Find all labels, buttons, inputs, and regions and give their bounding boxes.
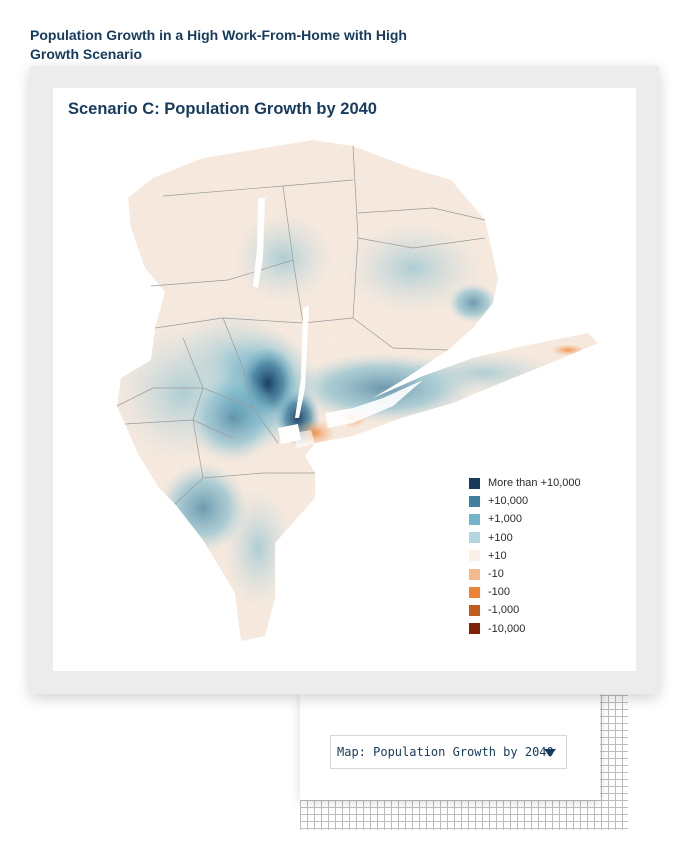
legend-label: -100: [488, 586, 511, 599]
legend-item: +1,000: [469, 510, 581, 528]
legend-swatch: [469, 623, 480, 635]
legend-label: -1,000: [488, 604, 520, 617]
legend-item: -1,000: [469, 601, 581, 619]
legend-item: +10: [469, 547, 581, 565]
legend-swatch: [469, 568, 480, 580]
legend-item: -10: [469, 565, 581, 583]
legend-swatch: [469, 532, 480, 544]
legend-swatch: [469, 477, 480, 489]
legend-label: +100: [488, 531, 513, 544]
legend-label: +1,000: [488, 513, 522, 526]
legend-swatch: [469, 550, 480, 562]
legend-label: More than +10,000: [488, 477, 581, 490]
page-heading: Population Growth in a High Work-From-Ho…: [30, 27, 407, 62]
legend-item: +100: [469, 529, 581, 547]
chevron-down-icon[interactable]: [544, 749, 556, 757]
legend-item: -100: [469, 583, 581, 601]
map-panel: Scenario C: Population Growth by 2040: [53, 88, 636, 671]
map-title: Scenario C: Population Growth by 2040: [68, 100, 377, 118]
map-selector-label: Map: Population Growth by 2040: [337, 745, 554, 759]
legend-swatch: [469, 586, 480, 598]
map-legend: More than +10,000 +10,000 +1,000 +100 +10 -10…: [469, 474, 581, 638]
county-boundaries: [116, 145, 486, 505]
legend-swatch: [469, 513, 480, 525]
map-graphic: [116, 140, 598, 641]
legend-label: +10,000: [488, 495, 529, 508]
map-frame: Scenario C: Population Growth by 2040: [30, 66, 659, 694]
legend-label: +10: [488, 549, 507, 562]
map-selector-dropdown[interactable]: Map: Population Growth by 2040: [330, 735, 567, 769]
legend-label: -10,000: [488, 622, 526, 635]
legend-item: +10,000: [469, 492, 581, 510]
legend-label: -10: [488, 568, 504, 581]
water-features: [253, 198, 423, 448]
legend-item: More than +10,000: [469, 474, 581, 492]
legend-swatch: [469, 495, 480, 507]
legend-swatch: [469, 604, 480, 616]
legend-item: -10,000: [469, 620, 581, 638]
